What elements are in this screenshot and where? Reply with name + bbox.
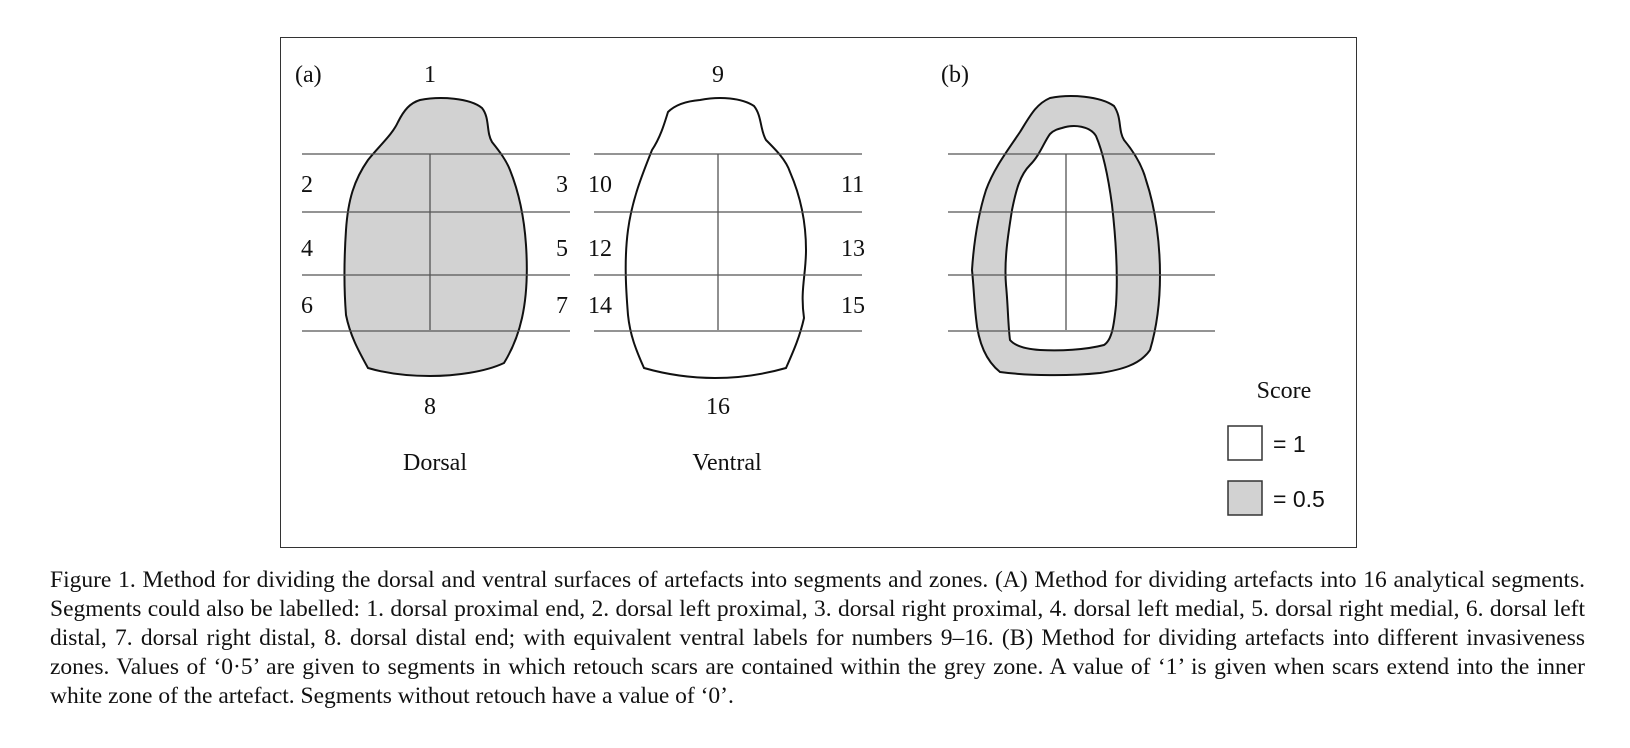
legend-swatch-white	[1227, 425, 1263, 461]
ventral-segment-9: 9	[712, 62, 724, 88]
dorsal-segment-2: 2	[301, 172, 313, 198]
ventral-title: Ventral	[692, 450, 762, 476]
dorsal-outline-shape	[343, 97, 528, 378]
dorsal-title: Dorsal	[403, 450, 467, 476]
legend-swatch-grey	[1227, 480, 1263, 516]
dorsal-segment-5: 5	[556, 236, 568, 262]
legend-label-2: = 0.5	[1273, 486, 1325, 512]
dorsal-segment-4: 4	[301, 236, 313, 262]
ventral-segment-10: 10	[588, 172, 612, 198]
ventral-outline-shape	[624, 97, 808, 380]
zones-gridlines	[948, 153, 1215, 332]
dorsal-segment-8: 8	[424, 394, 436, 420]
figure-frame	[280, 37, 1357, 548]
zones-artefact	[970, 95, 1162, 377]
score-legend: Score = 1 = 0.5	[1227, 378, 1325, 516]
dorsal-artefact	[343, 97, 528, 378]
ventral-segment-15: 15	[841, 293, 865, 319]
ventral-gridlines	[594, 153, 862, 332]
ventral-segment-11: 11	[841, 172, 864, 198]
panel-b-label: (b)	[941, 62, 969, 88]
ventral-segment-16: 16	[706, 394, 730, 420]
figure-caption: Figure 1. Method for dividing the dorsal…	[50, 567, 1585, 709]
panel-a-label: (a)	[295, 62, 322, 88]
dorsal-segment-1: 1	[424, 62, 436, 88]
legend-title: Score	[1257, 378, 1312, 404]
legend-label-1: = 1	[1273, 431, 1306, 457]
dorsal-gridlines	[302, 153, 570, 332]
ventral-segment-13: 13	[841, 236, 865, 262]
figure-1-diagram: (a) (b) 1 2 3 4 5 6 7 8 Dorsal 9 10 11 1…	[295, 62, 1325, 516]
zones-outer-grey-zone	[970, 95, 1162, 377]
ventral-segment-12: 12	[588, 236, 612, 262]
dorsal-segment-7: 7	[556, 293, 568, 319]
ventral-artefact	[624, 97, 808, 380]
dorsal-segment-6: 6	[301, 293, 313, 319]
dorsal-segment-3: 3	[556, 172, 568, 198]
ventral-segment-14: 14	[588, 293, 612, 319]
